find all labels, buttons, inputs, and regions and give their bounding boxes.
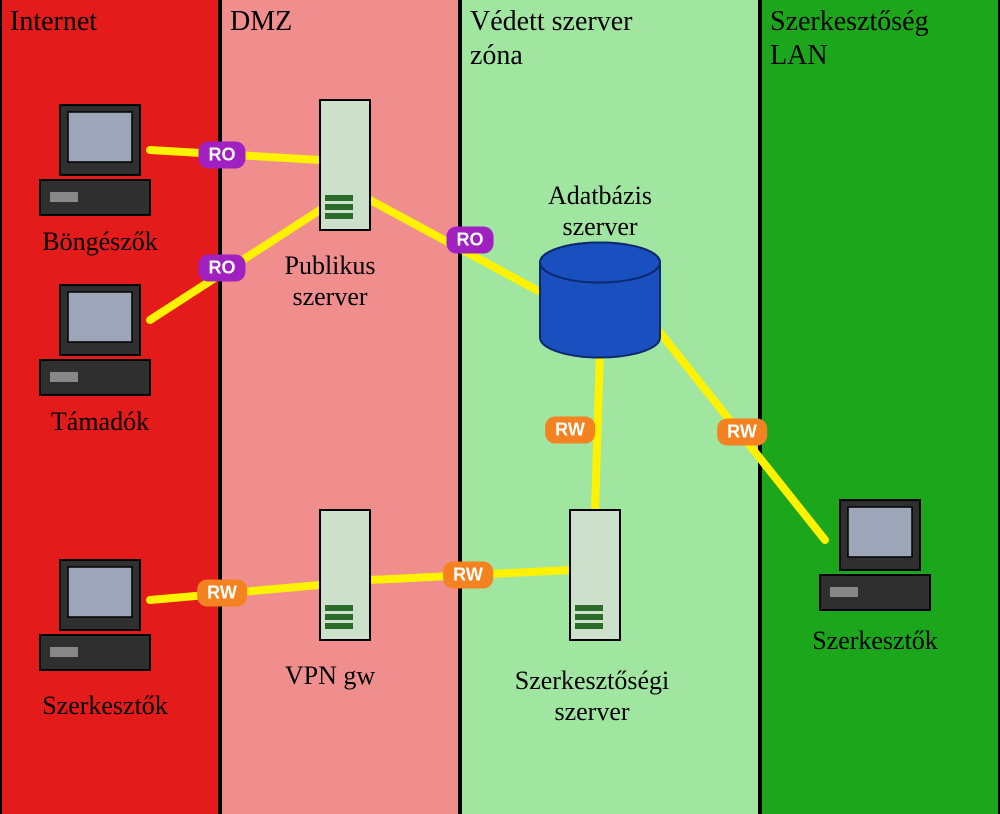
badge-rw-4: RW bbox=[443, 562, 493, 589]
node-label-db: Adatbázisszerver bbox=[548, 180, 652, 242]
badge-ro-1: RO bbox=[199, 255, 246, 282]
badge-rw-5: RW bbox=[545, 417, 595, 444]
node-label-vpngw: VPN gw bbox=[285, 660, 375, 691]
zone-lan: SzerkesztőségLAN bbox=[760, 0, 1000, 814]
badge-rw-6: RW bbox=[717, 419, 767, 446]
badge-rw-3: RW bbox=[197, 580, 247, 607]
node-label-pubserver: Publikusszerver bbox=[284, 250, 375, 312]
zone-label-dmz: DMZ bbox=[230, 5, 292, 39]
node-label-editors1: Szerkesztők bbox=[42, 690, 168, 721]
zone-label-lan: SzerkesztőségLAN bbox=[770, 5, 929, 72]
zone-label-protected: Védett szerverzóna bbox=[470, 5, 632, 72]
badge-ro-0: RO bbox=[199, 142, 246, 169]
node-label-editors2: Szerkesztők bbox=[812, 625, 938, 656]
node-label-attackers: Támadók bbox=[51, 406, 149, 437]
zone-dmz: DMZ bbox=[220, 0, 460, 814]
zone-label-internet: Internet bbox=[10, 5, 97, 39]
badge-ro-2: RO bbox=[447, 227, 494, 254]
node-label-edserver: Szerkesztőségiszerver bbox=[515, 665, 670, 727]
node-label-browsers: Böngészők bbox=[42, 226, 158, 257]
